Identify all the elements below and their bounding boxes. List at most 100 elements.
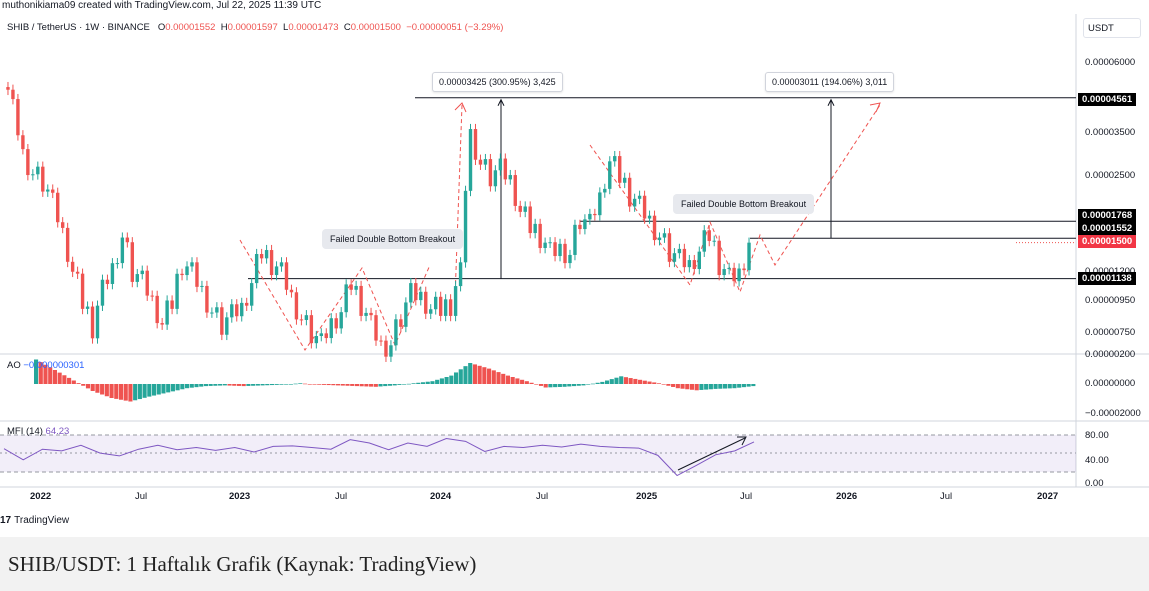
currency-button[interactable]: USDT [1083, 18, 1141, 38]
candle-body [264, 250, 269, 259]
candle-body [329, 318, 333, 339]
candle-body [652, 215, 657, 241]
candle-body [299, 319, 304, 321]
candle-body [225, 317, 229, 335]
ao-bar [302, 383, 308, 385]
candle-body [120, 237, 125, 264]
measure-label[interactable]: 0.00003425 (300.95%) 3,425 [432, 72, 563, 92]
ao-bar [553, 384, 558, 388]
tradingview-logo-icon: 17 [0, 515, 12, 526]
ao-bar [638, 379, 643, 384]
projection-lines [239, 102, 881, 351]
low-label: L [283, 22, 289, 33]
mfi-value: 64.23 [45, 426, 70, 437]
ao-bar [298, 383, 303, 384]
candle-body [583, 219, 587, 230]
ao-bar [288, 384, 293, 385]
ao-bar [590, 383, 595, 385]
ao-bar [751, 384, 756, 387]
ao-bar [623, 377, 628, 384]
candle-body [463, 190, 468, 263]
ao-bar [510, 377, 515, 384]
ao-bar [708, 384, 713, 390]
measure-label[interactable]: 0.00003011 (194.06%) 3,011 [765, 72, 895, 92]
candle-body [359, 285, 363, 316]
ao-bar [444, 377, 449, 384]
chart-frame[interactable] [0, 14, 1149, 510]
mfi-label: MFI (14) [7, 426, 43, 437]
candle-body [578, 224, 582, 230]
candle-body [60, 222, 65, 228]
mfi-axis-label: 40.00 [1085, 455, 1109, 466]
high-value: 0.00001597 [227, 22, 278, 33]
ao-value: −0.000000301 [23, 360, 85, 371]
ao-bar [397, 384, 402, 385]
candle-body [727, 267, 731, 270]
ao-bar [251, 384, 256, 386]
candle-body [269, 250, 274, 276]
ao-bar [180, 384, 185, 390]
ao-bar [52, 370, 57, 384]
candle-body [309, 315, 314, 344]
candle-body [717, 240, 721, 276]
tradingview-footer: 17 TradingView [0, 515, 69, 526]
ao-bar [147, 384, 152, 397]
chart-svg[interactable] [0, 14, 1149, 510]
ao-bar [449, 375, 454, 384]
candle-body [115, 263, 120, 265]
candle-body [508, 175, 512, 180]
divergence-arrow-head [737, 436, 747, 446]
ao-bar [156, 384, 161, 395]
ao-bar [48, 367, 53, 384]
candle-body [364, 312, 368, 316]
ao-bar [137, 384, 142, 400]
candle-body [588, 213, 592, 220]
candle-body [448, 299, 453, 316]
candle-body [80, 273, 85, 309]
candle-body [677, 248, 682, 254]
mfi-axis-label: 80.00 [1085, 430, 1109, 441]
ao-bar [203, 384, 209, 387]
candle-body [662, 233, 667, 238]
candle-body [195, 262, 199, 287]
candle-body [632, 198, 637, 207]
candle-body [205, 285, 209, 313]
ao-bar [118, 384, 124, 400]
candle-body [553, 242, 557, 257]
ao-bar [213, 384, 218, 386]
candle-body [339, 312, 343, 329]
ao-bar [383, 384, 388, 387]
tradingview-brand: TradingView [14, 515, 70, 526]
candle-body [513, 175, 517, 206]
time-axis-label: 2023 [229, 491, 251, 502]
candle-body [294, 292, 299, 320]
time-axis-label: Jul [740, 491, 753, 502]
candle-body [110, 263, 115, 284]
ao-bar [194, 384, 199, 388]
ao-bar [453, 372, 459, 384]
ao-bar [340, 384, 345, 386]
close-label: C [343, 22, 351, 33]
time-axis-label: 2026 [836, 491, 858, 502]
ao-bar [326, 384, 331, 386]
candle-body [453, 286, 458, 316]
ao-bar [694, 384, 699, 391]
candle-body [245, 302, 249, 306]
ao-bar [189, 384, 194, 388]
candle-body [125, 237, 130, 243]
ao-bar [317, 384, 322, 385]
ao-bar [90, 384, 95, 391]
candle-body [130, 242, 135, 282]
candle-body [215, 307, 219, 313]
ao-bar [222, 384, 227, 386]
ao-bar [151, 384, 157, 396]
candle-body [289, 289, 294, 293]
ao-bar [562, 384, 567, 387]
note-label[interactable]: Failed Double Bottom Breakout [673, 194, 815, 214]
candle-body [647, 215, 652, 219]
candle-body [697, 251, 701, 269]
candle-body [240, 302, 244, 317]
candle-body [707, 230, 711, 241]
ao-bar [354, 384, 360, 387]
note-label[interactable]: Failed Double Bottom Breakout [322, 229, 464, 249]
